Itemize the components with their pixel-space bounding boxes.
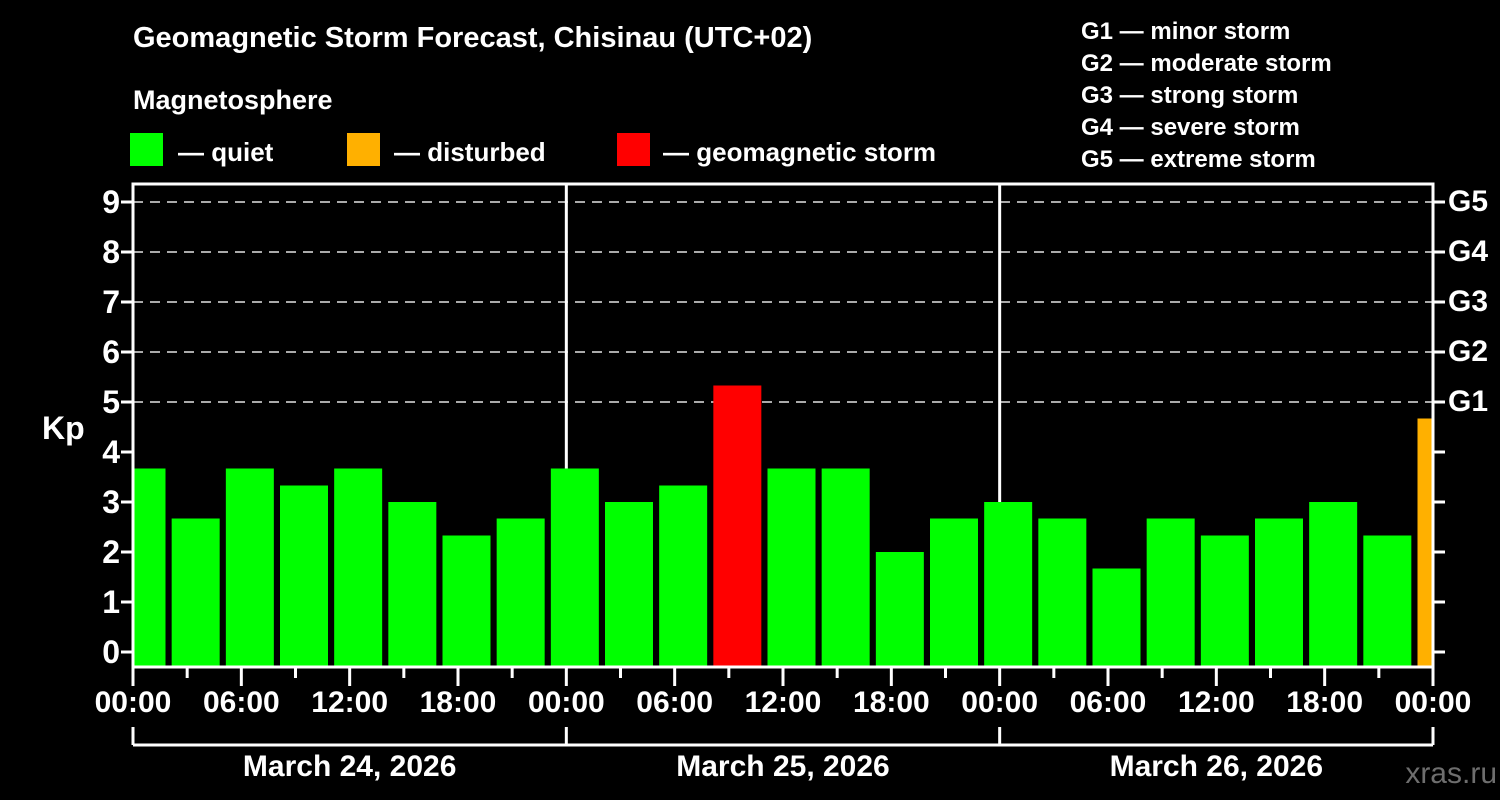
y-tick-label-9: 9: [102, 184, 120, 220]
y-tick-label-2: 2: [102, 534, 120, 570]
legend-item-disturbed: — disturbed: [394, 137, 546, 167]
kp-bar-quiet: [280, 485, 328, 666]
time-label: 12:00: [744, 686, 822, 719]
time-label: 12:00: [311, 686, 389, 719]
y-tick-label-0: 0: [102, 634, 120, 670]
kp-bar-quiet: [767, 468, 816, 666]
y-tick-label-1: 1: [102, 584, 120, 620]
kp-bar-quiet: [930, 518, 978, 666]
kp-bar-quiet: [550, 468, 599, 666]
time-label: 18:00: [852, 686, 930, 719]
y-tick-label-8: 8: [102, 234, 120, 270]
y-tick-label-4: 4: [102, 434, 120, 470]
y-tick-label-3: 3: [102, 484, 120, 520]
kp-bar-quiet: [875, 552, 924, 666]
kp-bar-quiet: [821, 468, 870, 666]
time-label: 00:00: [961, 686, 1039, 719]
kp-bar-quiet: [388, 502, 437, 666]
g-level-label-g1: G1: [1448, 385, 1489, 418]
disturbed-swatch: [347, 133, 380, 166]
time-label: 06:00: [202, 686, 280, 719]
kp-bar-quiet: [659, 485, 708, 666]
kp-bar-quiet: [171, 518, 220, 666]
g-level-label-g4: G4: [1448, 235, 1489, 268]
legend-item-quiet: — quiet: [178, 137, 274, 167]
date-label: March 26, 2026: [1109, 750, 1324, 783]
kp-bar-storm: [713, 385, 762, 666]
time-label: 06:00: [1069, 686, 1147, 719]
quiet-swatch: [130, 133, 163, 166]
time-label: 00:00: [527, 686, 605, 719]
y-tick-label-7: 7: [102, 284, 120, 320]
kp-bar-quiet: [134, 468, 166, 666]
date-label: March 24, 2026: [242, 750, 457, 783]
storm-scale-line-g3: G3 — strong storm: [1081, 82, 1299, 109]
kp-bar-disturbed: [1417, 418, 1432, 666]
time-label: 00:00: [1394, 686, 1472, 719]
kp-bar-quiet: [496, 518, 545, 666]
date-label: March 25, 2026: [676, 750, 890, 783]
time-label: 12:00: [1177, 686, 1255, 719]
kp-bar-quiet: [1038, 518, 1087, 666]
time-label: 00:00: [94, 686, 172, 719]
storm-scale-line-g4: G4 — severe storm: [1081, 114, 1300, 141]
page-title: Geomagnetic Storm Forecast, Chisinau (UT…: [133, 22, 813, 54]
kp-bar-quiet: [1092, 568, 1141, 666]
storm-scale-line-g5: G5 — extreme storm: [1081, 146, 1316, 173]
watermark: xras.ru: [1405, 757, 1497, 790]
storm-swatch: [617, 133, 650, 166]
legend-item-storm: — geomagnetic storm: [663, 137, 937, 167]
time-label: 06:00: [636, 686, 714, 719]
y-tick-label-6: 6: [102, 334, 120, 370]
kp-bar-quiet: [1363, 535, 1412, 666]
kp-bar-quiet: [1146, 518, 1195, 666]
time-label: 18:00: [1286, 686, 1364, 719]
y-axis-title: Kp: [42, 410, 85, 446]
kp-bar-quiet: [442, 535, 491, 666]
kp-bar-quiet: [334, 468, 383, 666]
kp-bar-quiet: [605, 502, 653, 666]
g-level-label-g2: G2: [1448, 335, 1489, 368]
storm-scale-legend: G1 — minor storm G2 — moderate storm G3 …: [1081, 16, 1332, 176]
storm-scale-line-g1: G1 — minor storm: [1081, 18, 1291, 45]
time-label: 18:00: [419, 686, 497, 719]
storm-scale-line-g2: G2 — moderate storm: [1081, 50, 1332, 77]
g-level-label-g3: G3: [1448, 285, 1489, 318]
g-level-label-g5: G5: [1448, 185, 1489, 218]
y-tick-label-5: 5: [102, 384, 120, 420]
kp-bar-quiet: [1200, 535, 1249, 666]
kp-bar-quiet: [1309, 502, 1358, 666]
kp-bar-quiet: [225, 468, 274, 666]
page-subtitle: Magnetosphere: [133, 85, 333, 115]
kp-bar-quiet: [1255, 518, 1303, 666]
kp-bar-quiet: [984, 502, 1033, 666]
